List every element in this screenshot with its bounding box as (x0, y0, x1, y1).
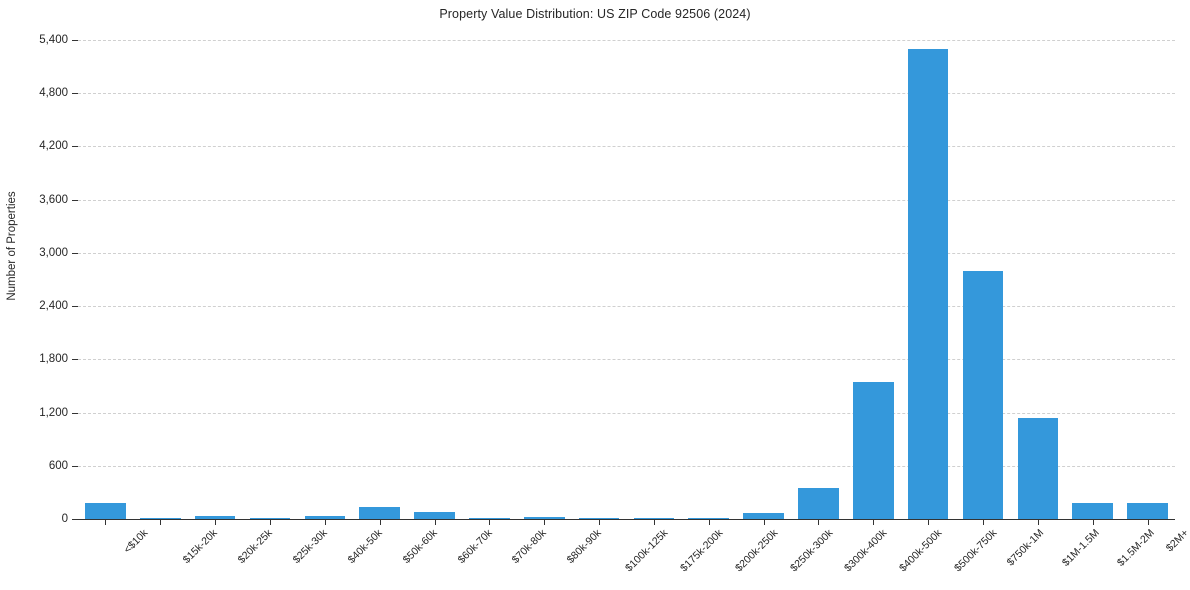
x-tick-mark (599, 519, 601, 525)
bar (139, 517, 181, 519)
gridline (78, 465, 1175, 467)
gridline (78, 199, 1175, 201)
bar (798, 487, 839, 519)
x-tick-mark (983, 519, 985, 525)
bar (688, 517, 730, 519)
plot-area (78, 31, 1175, 519)
bar (523, 517, 565, 519)
x-tick-mark (763, 519, 765, 525)
bar (743, 512, 784, 519)
y-tick-mark (72, 252, 78, 254)
gridline (78, 146, 1175, 148)
x-tick-label: <$10k (121, 527, 151, 556)
gridline (78, 39, 1175, 41)
y-tick-mark (72, 412, 78, 414)
x-tick-mark (215, 519, 217, 525)
bar (578, 517, 620, 519)
x-tick-label: $70k-80k (510, 527, 550, 567)
y-tick-mark (72, 359, 78, 361)
bar (249, 517, 291, 519)
bar (414, 511, 455, 519)
bar (304, 516, 346, 519)
x-tick-mark (269, 519, 271, 525)
bar (359, 507, 400, 519)
x-tick-mark (434, 519, 436, 525)
bars-layer (78, 31, 1175, 519)
y-tick-mark (72, 306, 78, 308)
x-tick-label: $50k-60k (400, 527, 440, 567)
x-tick-label: $25k-30k (290, 527, 330, 567)
y-tick-mark (72, 519, 78, 520)
bar (962, 271, 1004, 519)
x-axis-line (78, 519, 1175, 520)
y-tick-label: 4,800 (39, 87, 68, 100)
x-tick-label: $300k-400k (842, 527, 890, 575)
x-tick-label: $400k-500k (897, 527, 945, 575)
y-tick-mark (72, 465, 78, 467)
y-tick-label: 0 (61, 513, 68, 525)
bar (1072, 503, 1113, 519)
x-tick-mark (489, 519, 491, 525)
x-tick-mark (873, 519, 875, 525)
chart-title: Property Value Distribution: US ZIP Code… (439, 7, 751, 21)
x-tick-mark (1092, 519, 1094, 525)
gridline (78, 359, 1175, 361)
x-tick-label: $20k-25k (235, 527, 275, 567)
x-tick-label: $80k-90k (564, 527, 604, 567)
x-tick-label: $1M-1.5M (1059, 527, 1102, 569)
x-tick-mark (928, 519, 930, 525)
bar (853, 382, 894, 519)
gridline (78, 412, 1175, 414)
gridline (78, 306, 1175, 308)
x-tick-mark (1037, 519, 1039, 525)
x-tick-label: $750k-1M (1004, 527, 1047, 569)
x-tick-mark (818, 519, 820, 525)
x-tick-mark (379, 519, 381, 525)
y-tick-label: 3,000 (39, 246, 68, 259)
y-tick-label: 4,200 (39, 140, 68, 153)
bar (85, 503, 126, 519)
y-tick-mark (72, 146, 78, 148)
y-tick-label: 2,400 (39, 300, 68, 313)
x-tick-label: $500k-750k (952, 527, 1000, 575)
x-tick-mark (324, 519, 326, 525)
y-tick-label: 1,200 (39, 406, 68, 419)
x-tick-label: $175k-200k (677, 527, 726, 575)
x-tick-label: $100k-125k (623, 527, 671, 575)
bar (194, 515, 236, 519)
x-tick-label: $15k-20k (180, 527, 220, 567)
gridline (78, 93, 1175, 95)
bar (1017, 418, 1059, 519)
y-tick-label: 3,600 (39, 193, 68, 206)
x-tick-label: $60k-70k (455, 527, 495, 567)
gridline (78, 252, 1175, 254)
y-tick-label: 600 (48, 459, 68, 472)
x-tick-mark (105, 519, 107, 525)
bar (469, 517, 510, 519)
x-tick-mark (1147, 519, 1149, 525)
x-tick-label: $40k-50k (345, 527, 385, 567)
y-tick-label: 1,800 (39, 353, 68, 366)
y-tick-mark (72, 199, 78, 201)
x-tick-mark (160, 519, 162, 525)
bar (907, 48, 949, 519)
x-tick-label: $200k-250k (732, 527, 781, 575)
bar (633, 517, 675, 519)
x-tick-label: $250k-300k (787, 527, 835, 575)
y-tick-mark (72, 93, 78, 95)
y-tick-label: 5,400 (39, 33, 68, 46)
y-tick-mark (72, 39, 78, 41)
y-axis-ticks: 0 600 1,200 1,800 2,400 3,000 3,600 4,200 4,800 5… (0, 0, 78, 590)
x-tick-mark (653, 519, 655, 525)
x-tick-label: $1.5M-2M (1114, 527, 1157, 569)
x-tick-mark (544, 519, 546, 525)
x-tick-mark (708, 519, 710, 525)
x-tick-label: $2M+ (1163, 527, 1190, 555)
bar (1127, 503, 1168, 519)
